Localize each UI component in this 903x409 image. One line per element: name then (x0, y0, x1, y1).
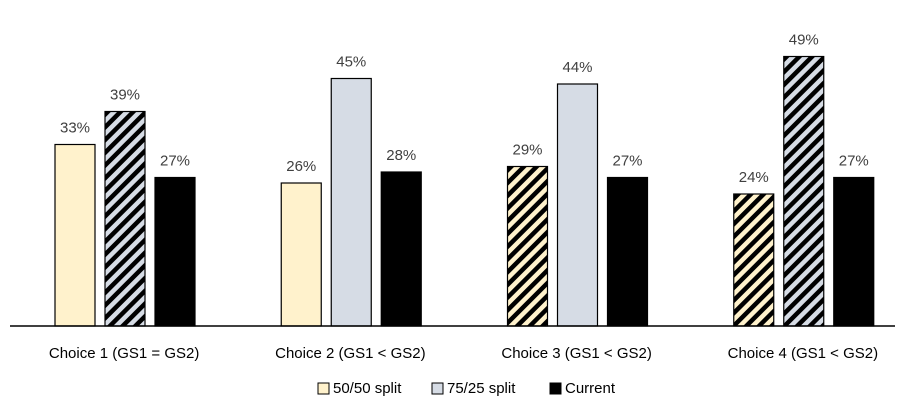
data-labels-layer: 33% 39% 27% 26% 45% 28% 29% 44% 27% 24% 49% 27% (60, 32, 869, 187)
bar-1-cat-2 (280, 182, 322, 327)
bar-2-cat-1 (104, 110, 146, 327)
data-label-3-cat-4: 27% (839, 153, 869, 170)
data-label-1-cat-3: 29% (512, 142, 542, 159)
legend-label-2: 75/25 split (447, 380, 516, 397)
data-label-3-cat-2: 28% (386, 147, 416, 164)
legend-swatch-3 (549, 382, 562, 395)
data-label-3-cat-3: 27% (612, 153, 642, 170)
bar-2-cat-4 (783, 55, 825, 327)
x-tick-label-2: Choice 2 (GS1 < GS2) (275, 345, 425, 362)
bar-1-cat-1 (54, 143, 96, 327)
data-label-2-cat-1: 39% (110, 87, 140, 104)
bar-3-cat-3 (606, 176, 649, 327)
bar-2-cat-2 (330, 77, 372, 327)
legend: 50/50 split 75/25 split Current (317, 380, 616, 397)
x-tick-label-3: Choice 3 (GS1 < GS2) (501, 345, 651, 362)
bar-3-cat-4 (833, 176, 875, 327)
data-label-1-cat-4: 24% (739, 169, 769, 186)
data-label-2-cat-4: 49% (789, 32, 819, 49)
x-tick-label-4: Choice 4 (GS1 < GS2) (728, 345, 878, 362)
bar-3-cat-1 (154, 176, 196, 327)
x-tick-label-1: Choice 1 (GS1 = GS2) (49, 345, 199, 362)
bar-1-cat-4 (733, 193, 775, 327)
bar-3-cat-2 (380, 171, 422, 327)
data-label-1-cat-1: 33% (60, 120, 90, 137)
bar-2-cat-3 (556, 83, 599, 327)
legend-label-3: Current (565, 380, 616, 397)
data-label-2-cat-3: 44% (562, 59, 592, 76)
bar-1-cat-3 (506, 165, 549, 327)
legend-swatch-1 (317, 382, 330, 395)
x-axis: Choice 1 (GS1 = GS2) Choice 2 (GS1 < GS2)… (10, 325, 895, 362)
data-label-2-cat-2: 45% (336, 54, 366, 71)
bars-layer (54, 55, 875, 327)
legend-swatch-2 (431, 382, 444, 395)
data-label-1-cat-2: 26% (286, 158, 316, 175)
data-label-3-cat-1: 27% (160, 153, 190, 170)
legend-label-1: 50/50 split (333, 380, 402, 397)
